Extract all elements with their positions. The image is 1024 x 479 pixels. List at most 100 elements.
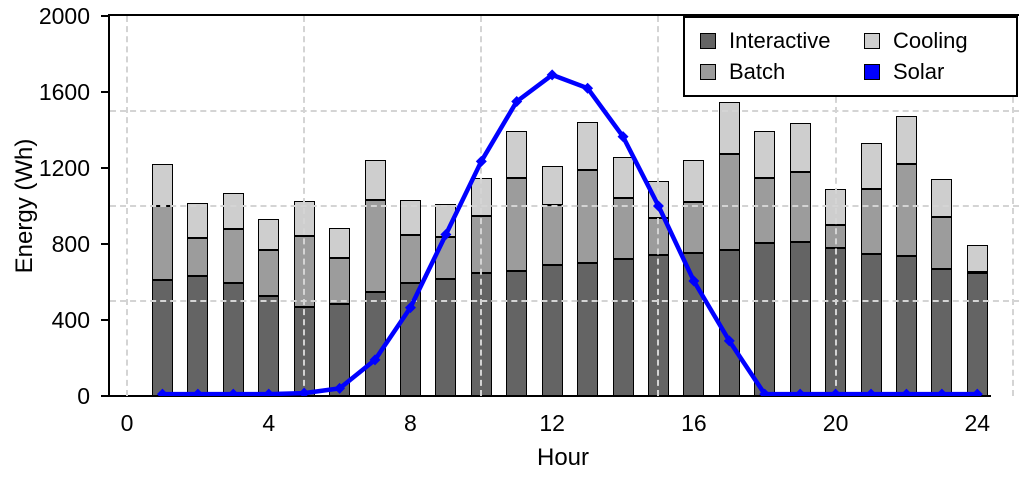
y-tick-mark [101, 167, 110, 169]
x-tick-label: 12 [539, 410, 565, 436]
bar-segment-interactive [612, 259, 634, 396]
bar-segment-cooling [612, 156, 634, 199]
legend-column: Interactive Batch [700, 29, 864, 84]
gridline-horizontal [110, 205, 1019, 207]
bar-segment-batch [754, 177, 776, 244]
y-tick-mark [101, 243, 110, 245]
legend-item-cooling: Cooling [864, 29, 968, 53]
solar-marker [298, 387, 310, 396]
solar-marker [546, 69, 558, 81]
y-axis-line [108, 14, 110, 397]
bar-segment-cooling [789, 123, 811, 172]
bar-segment-cooling [966, 244, 988, 272]
y-tick-label: 1200 [38, 155, 90, 181]
x-tick-label: 4 [262, 410, 276, 436]
x-tick-label: 20 [822, 410, 849, 436]
y-tick-label: 400 [51, 307, 90, 333]
solar-marker [723, 335, 735, 347]
bar-segment-interactive [399, 282, 421, 396]
gridline-vertical [480, 16, 483, 396]
y-tick-mark [101, 91, 110, 93]
bar-segment-cooling [258, 219, 280, 250]
bar-segment-batch [718, 153, 740, 250]
bar-segment-cooling [895, 115, 917, 165]
bar-segment-cooling [329, 227, 351, 259]
bar-segment-batch [258, 249, 280, 297]
cooling-swatch-icon [864, 33, 880, 49]
legend-label: Batch [729, 59, 786, 84]
solar-marker [582, 82, 594, 94]
legend: Interactive Batch Cooling Solar [683, 16, 1018, 97]
solar-marker [369, 354, 381, 366]
interactive-swatch-icon [700, 33, 716, 49]
gridline-vertical [303, 16, 306, 396]
bar-segment-cooling [718, 101, 740, 154]
solar-marker [971, 388, 983, 396]
bar-segment-cooling [364, 160, 386, 201]
bar-segment-batch [612, 198, 634, 260]
solar-marker [865, 388, 877, 396]
legend-label: Interactive [729, 28, 831, 53]
y-tick-label: 1600 [38, 79, 90, 105]
gridline-horizontal [110, 300, 1019, 302]
bar-segment-cooling [506, 130, 528, 179]
solar-swatch-icon [864, 64, 880, 80]
bar-segment-cooling [541, 166, 563, 206]
solar-marker [652, 200, 664, 212]
x-axis-title: Hour [536, 444, 590, 471]
bar-segment-cooling [577, 122, 599, 170]
y-tick-label: 0 [77, 383, 90, 409]
bar-segment-cooling [399, 200, 421, 235]
bar-segment-cooling [860, 143, 882, 189]
gridline-horizontal [110, 110, 1019, 112]
legend-label: Cooling [893, 28, 968, 53]
solar-marker [900, 388, 912, 396]
bar-segment-batch [895, 164, 917, 257]
plot-top-border [108, 14, 1019, 16]
solar-marker [794, 388, 806, 396]
y-tick-mark [101, 15, 110, 17]
x-tick-label: 0 [120, 410, 134, 436]
solar-marker [617, 131, 629, 143]
bar-segment-interactive [435, 279, 457, 396]
bar-segment-batch [399, 234, 421, 283]
bar-segment-batch [577, 169, 599, 263]
solar-marker [192, 388, 204, 396]
bar-segment-batch [329, 258, 351, 304]
legend-item-solar: Solar [864, 60, 968, 84]
solar-marker [688, 275, 700, 287]
solar-marker [404, 302, 416, 314]
bar-segment-batch [931, 217, 953, 269]
legend-label: Solar [893, 59, 945, 84]
y-tick-mark [101, 319, 110, 321]
y-tick-label: 800 [51, 231, 90, 257]
bar-segment-batch [966, 271, 988, 274]
solar-marker [830, 388, 842, 396]
bar-segment-interactive [329, 303, 351, 396]
bar-segment-cooling [683, 160, 705, 203]
solar-line-layer [156, 69, 983, 396]
solar-marker [936, 388, 948, 396]
solar-marker [759, 388, 771, 396]
legend-item-batch: Batch [700, 60, 864, 84]
y-tick-mark [101, 395, 110, 397]
legend-item-interactive: Interactive [700, 29, 864, 53]
solar-marker [440, 229, 452, 240]
gridline-vertical [1011, 16, 1014, 396]
bar-segment-batch [506, 178, 528, 271]
bar-segment-batch [683, 202, 705, 253]
bar-segment-cooling [754, 130, 776, 178]
bar-segment-interactive [541, 264, 563, 396]
bar-segment-interactive [577, 263, 599, 396]
solar-line [162, 72, 978, 396]
solar-marker [263, 388, 275, 396]
bar-segment-cooling [931, 179, 953, 218]
batch-swatch-icon [700, 64, 716, 80]
x-tick-label: 24 [964, 410, 991, 436]
solar-marker [334, 382, 346, 394]
x-tick-label: 8 [404, 410, 417, 436]
solar-marker [475, 155, 487, 167]
bar-segment-batch [222, 228, 244, 283]
y-tick-label: 2000 [38, 3, 90, 29]
